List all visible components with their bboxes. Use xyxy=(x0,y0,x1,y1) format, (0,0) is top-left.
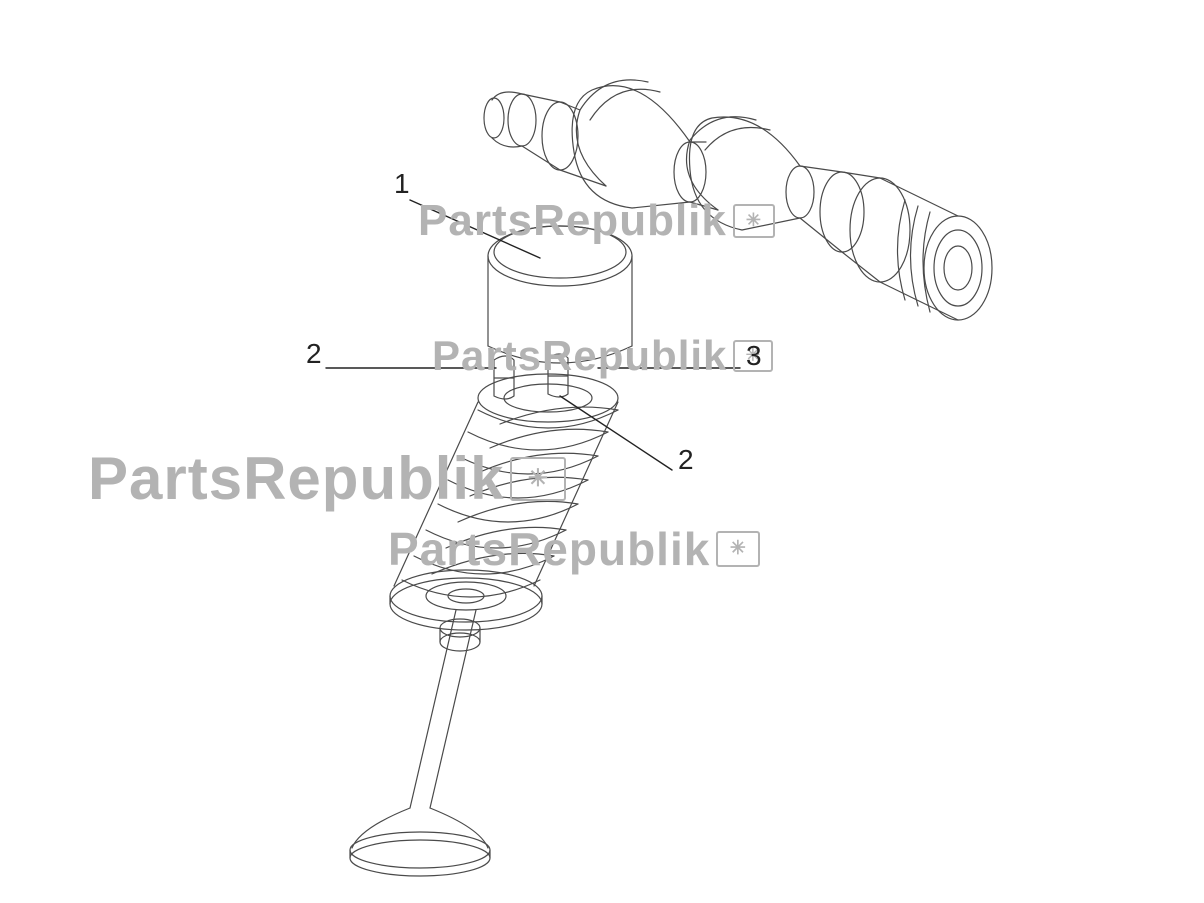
callout-2a: 2 xyxy=(306,338,322,370)
diagram-stage: PartsRepublik PartsRepublik PartsRepubli… xyxy=(0,0,1204,903)
flag-icon xyxy=(716,531,760,567)
watermark-3: PartsRepublik xyxy=(88,444,566,513)
watermark-text: PartsRepublik xyxy=(418,196,727,246)
flag-icon xyxy=(510,457,566,501)
flag-icon xyxy=(733,204,775,238)
watermark-1: PartsRepublik xyxy=(418,196,775,246)
callout-2b: 2 xyxy=(678,444,694,476)
watermark-2: PartsRepublik xyxy=(432,332,773,380)
watermark-text: PartsRepublik xyxy=(432,332,727,380)
callout-3: 3 xyxy=(746,340,762,372)
watermark-4: PartsRepublik xyxy=(388,522,760,576)
watermark-text: PartsRepublik xyxy=(88,444,504,513)
watermark-text: PartsRepublik xyxy=(388,522,710,576)
callout-1: 1 xyxy=(394,168,410,200)
